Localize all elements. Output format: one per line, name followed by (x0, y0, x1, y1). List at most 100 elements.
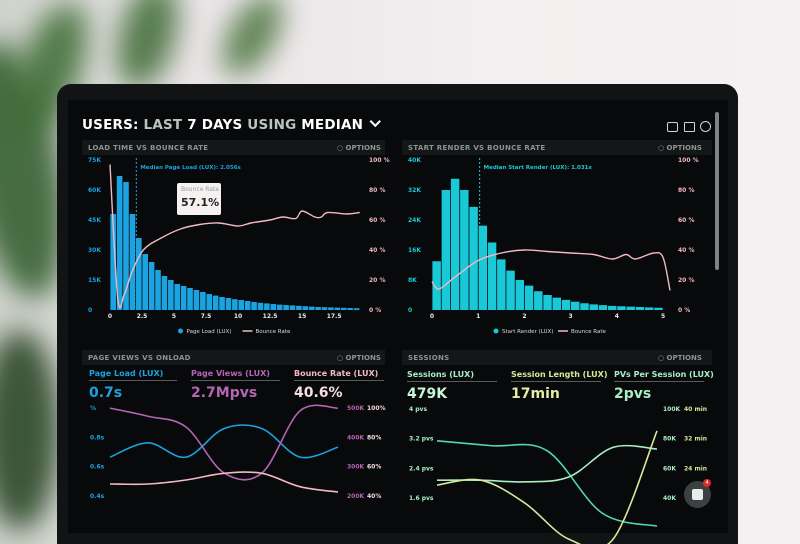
metric-value: 17min (511, 386, 560, 402)
axis-tick-label: 0 (88, 307, 92, 314)
panel-title: SESSIONS (408, 354, 450, 362)
metric-value: 40.6% (294, 385, 343, 401)
options-button[interactable]: ○ OPTIONS (337, 354, 381, 362)
legend-marker (493, 328, 499, 334)
metric-value: 2.7Mpvs (191, 385, 258, 401)
panel-title: START RENDER VS BOUNCE RATE (408, 144, 546, 152)
x-tick-label: 0 (108, 313, 112, 320)
histogram-bar (617, 306, 626, 310)
options-button[interactable]: ○ OPTIONS (337, 144, 381, 152)
options-label: OPTIONS (666, 354, 702, 362)
metric-value: 479K (407, 386, 448, 402)
title-range: 7 DAYS (187, 117, 243, 133)
histogram-bar (136, 238, 142, 310)
x-tick-label: 15 (298, 313, 306, 320)
axis-tick-label: 0 % (678, 307, 690, 314)
scrollbar[interactable] (715, 112, 719, 270)
legend-label: Page Load (LUX) (187, 329, 232, 335)
histogram-bar (187, 288, 193, 310)
histogram-bar (238, 300, 245, 310)
sessions-chart: 4 pvs 3.2 pvs 2.4 pvs 1.6 pvs 100K 80K 60K 40K 4… (409, 406, 707, 544)
monitor-icon[interactable] (667, 122, 678, 132)
histogram-bar (571, 301, 580, 310)
histogram-bar (589, 304, 598, 310)
axis-tick-label: 80% (367, 434, 381, 441)
series-line (109, 471, 339, 493)
axis-tick-label: 0 % (369, 307, 381, 314)
chat-icon (692, 489, 703, 500)
x-tick-label: 5 (172, 313, 176, 320)
panel-header-start-render (402, 140, 712, 155)
histogram-bar (161, 276, 168, 310)
metric-label: Bounce Rate (LUX) (294, 369, 384, 381)
axis-tick-label: 60K (88, 187, 101, 194)
axis-tick-label: 60 % (369, 217, 385, 224)
x-tick-label: 2.5 (137, 313, 148, 320)
histogram-bar (543, 295, 552, 310)
axis-tick-label: 40 % (369, 247, 385, 254)
tooltip-value: 57.1% (181, 196, 220, 209)
axis-tick-label: 40K (663, 495, 676, 502)
title-median: MEDIAN (301, 117, 364, 133)
axis-tick-label: 200K (347, 493, 365, 500)
axis-tick-label: 1.6 pvs (409, 495, 434, 502)
histogram-bar (180, 286, 187, 310)
metric-label: Page Load (LUX) (89, 369, 177, 381)
panel-header-load-time (82, 140, 385, 155)
histogram-bar (328, 307, 334, 310)
axis-tick-label: 0.6s (90, 464, 105, 471)
x-tick-label: 10 (234, 313, 242, 320)
histogram-bar (353, 308, 360, 310)
title-using: USING (247, 117, 297, 133)
series-line (436, 430, 658, 544)
load-time-chart: Median Page Load (LUX): 2.056s 75K 60K 45K 3… (88, 157, 390, 335)
histogram-bar (315, 307, 321, 310)
x-tick-label: 3 (569, 313, 573, 320)
options-button[interactable]: ○ OPTIONS (658, 354, 702, 362)
panel-header-page-views (82, 350, 385, 365)
histogram-bar (524, 285, 534, 310)
histogram-bar (334, 307, 341, 310)
histogram-bar (608, 305, 617, 310)
histogram-bar (321, 307, 328, 310)
histogram-bar (212, 295, 219, 310)
histogram-bar (270, 304, 277, 310)
axis-tick-label: 30K (88, 247, 101, 254)
x-tick-label: 12.5 (263, 313, 278, 320)
histogram-bar (200, 292, 206, 310)
metric-label: Sessions (LUX) (407, 370, 497, 382)
axis-tick-label: 45K (88, 217, 101, 224)
histogram-bar (219, 297, 225, 310)
image-icon[interactable] (684, 122, 695, 132)
x-tick-label: 1 (476, 313, 480, 320)
axis-tick-label: 100 % (369, 157, 390, 164)
axis-tick-label: 0 (408, 307, 412, 314)
tooltip-title: Bounce Rate (181, 186, 220, 193)
axis-tick-label: 40 % (678, 247, 694, 254)
axis-tick-label: 40K (408, 157, 421, 164)
axis-tick-label: 16K (408, 247, 421, 254)
axis-tick-label: 8K (408, 277, 417, 284)
options-button[interactable]: ○ OPTIONS (658, 144, 702, 152)
histogram-bar (487, 242, 497, 310)
histogram-bar (174, 284, 181, 310)
histogram-bar (469, 206, 478, 310)
histogram-bar (155, 270, 161, 310)
series-line (109, 424, 339, 459)
metric-label: Page Views (LUX) (191, 369, 280, 381)
histogram-bar (225, 298, 232, 310)
axis-tick-label: 0.4s (90, 493, 105, 500)
median-annotation: Median Start Render (LUX): 1.031s (484, 165, 593, 171)
help-icon[interactable] (700, 121, 711, 132)
metric-label: Session Length (LUX) (511, 370, 607, 382)
histogram-bar (561, 299, 571, 310)
x-tick-label: 7.5 (201, 313, 212, 320)
histogram-bar (123, 182, 129, 310)
page-title[interactable]: USERS: LAST 7 DAYS USING MEDIAN (82, 115, 381, 133)
axis-tick-label: 15K (88, 277, 101, 284)
histogram-bar (432, 261, 441, 310)
axis-tick-label: 100 % (678, 157, 699, 164)
panel-header-sessions (402, 350, 712, 365)
histogram-bar (598, 305, 608, 310)
axis-tick-label: 32 min (684, 436, 707, 443)
